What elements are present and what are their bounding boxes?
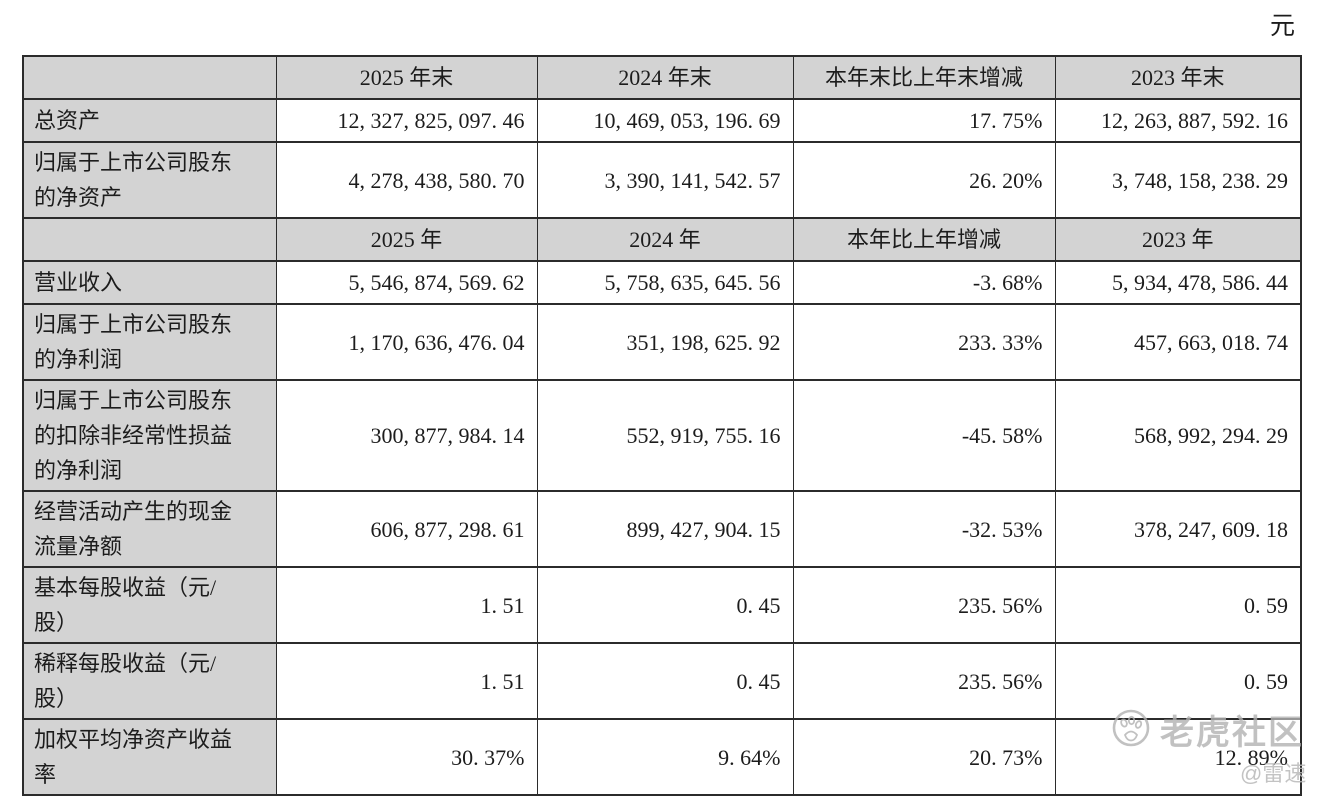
row-label-cell: 总资产: [22, 98, 277, 143]
financial-summary-table: 2025 年末 2024 年末 本年末比上年末增减 2023 年末 总资产 12…: [22, 55, 1302, 796]
column-header-cell: [22, 217, 277, 262]
value-cell: 3, 390, 141, 542. 57: [536, 141, 794, 219]
table-row: 归属于上市公司股东的扣除非经常性损益的净利润 300, 877, 984. 14…: [22, 379, 1302, 492]
value-cell: 457, 663, 018. 74: [1054, 303, 1302, 381]
currency-unit-label: 元: [1269, 13, 1295, 40]
value-cell: 300, 877, 984. 14: [275, 379, 538, 492]
value-cell: 378, 247, 609. 18: [1054, 490, 1302, 568]
value-cell: 1, 170, 636, 476. 04: [275, 303, 538, 381]
value-cell: 233. 33%: [792, 303, 1056, 381]
table-row: 加权平均净资产收益率 30. 37% 9. 64% 20. 73% 12. 89…: [22, 718, 1302, 796]
table-row: 经营活动产生的现金流量净额 606, 877, 298. 61 899, 427…: [22, 490, 1302, 568]
value-cell: 0. 59: [1054, 566, 1302, 644]
value-cell: 235. 56%: [792, 566, 1056, 644]
value-cell: 30. 37%: [275, 718, 538, 796]
value-cell: 0. 45: [536, 566, 794, 644]
column-header-cell: 2023 年末: [1054, 55, 1302, 100]
column-header-cell: 2024 年末: [536, 55, 794, 100]
row-label-cell: 基本每股收益（元/股）: [22, 566, 277, 644]
table-row: 归属于上市公司股东的净利润 1, 170, 636, 476. 04 351, …: [22, 303, 1302, 381]
row-label-cell: 归属于上市公司股东的净利润: [22, 303, 277, 381]
column-header-cell: 2025 年末: [275, 55, 538, 100]
value-cell: 20. 73%: [792, 718, 1056, 796]
value-cell: 0. 59: [1054, 642, 1302, 720]
value-cell: 12, 263, 887, 592. 16: [1054, 98, 1302, 143]
value-cell: 4, 278, 438, 580. 70: [275, 141, 538, 219]
row-label-cell: 稀释每股收益（元/股）: [22, 642, 277, 720]
table-row: 营业收入 5, 546, 874, 569. 62 5, 758, 635, 6…: [22, 260, 1302, 305]
value-cell: 351, 198, 625. 92: [536, 303, 794, 381]
value-cell: 12, 327, 825, 097. 46: [275, 98, 538, 143]
table-header-row: 2025 年 2024 年 本年比上年增减 2023 年: [22, 217, 1302, 262]
column-header-cell: 2023 年: [1054, 217, 1302, 262]
value-cell: 5, 546, 874, 569. 62: [275, 260, 538, 305]
value-cell: 1. 51: [275, 642, 538, 720]
table-row: 总资产 12, 327, 825, 097. 46 10, 469, 053, …: [22, 98, 1302, 143]
value-cell: 17. 75%: [792, 98, 1056, 143]
column-header-cell: 2025 年: [275, 217, 538, 262]
value-cell: 235. 56%: [792, 642, 1056, 720]
value-cell: 606, 877, 298. 61: [275, 490, 538, 568]
value-cell: 0. 45: [536, 642, 794, 720]
value-cell: 9. 64%: [536, 718, 794, 796]
column-header-cell: 本年比上年增减: [792, 217, 1056, 262]
value-cell: 3, 748, 158, 238. 29: [1054, 141, 1302, 219]
value-cell: 10, 469, 053, 196. 69: [536, 98, 794, 143]
value-cell: -32. 53%: [792, 490, 1056, 568]
row-label-cell: 营业收入: [22, 260, 277, 305]
table-row: 归属于上市公司股东的净资产 4, 278, 438, 580. 70 3, 39…: [22, 141, 1302, 219]
column-header-cell: 2024 年: [536, 217, 794, 262]
row-label-cell: 归属于上市公司股东的扣除非经常性损益的净利润: [22, 379, 277, 492]
column-header-cell: 本年末比上年末增减: [792, 55, 1056, 100]
row-label-cell: 经营活动产生的现金流量净额: [22, 490, 277, 568]
table-row: 稀释每股收益（元/股） 1. 51 0. 45 235. 56% 0. 59: [22, 642, 1302, 720]
value-cell: 1. 51: [275, 566, 538, 644]
table-row: 基本每股收益（元/股） 1. 51 0. 45 235. 56% 0. 59: [22, 566, 1302, 644]
value-cell: 552, 919, 755. 16: [536, 379, 794, 492]
value-cell: -3. 68%: [792, 260, 1056, 305]
value-cell: 568, 992, 294. 29: [1054, 379, 1302, 492]
row-label-cell: 归属于上市公司股东的净资产: [22, 141, 277, 219]
value-cell: 5, 934, 478, 586. 44: [1054, 260, 1302, 305]
value-cell: 5, 758, 635, 645. 56: [536, 260, 794, 305]
row-label-cell: 加权平均净资产收益率: [22, 718, 277, 796]
value-cell: 899, 427, 904. 15: [536, 490, 794, 568]
value-cell: -45. 58%: [792, 379, 1056, 492]
column-header-cell: [22, 55, 277, 100]
value-cell: 26. 20%: [792, 141, 1056, 219]
value-cell: 12. 89%: [1054, 718, 1302, 796]
table-header-row: 2025 年末 2024 年末 本年末比上年末增减 2023 年末: [22, 55, 1302, 100]
